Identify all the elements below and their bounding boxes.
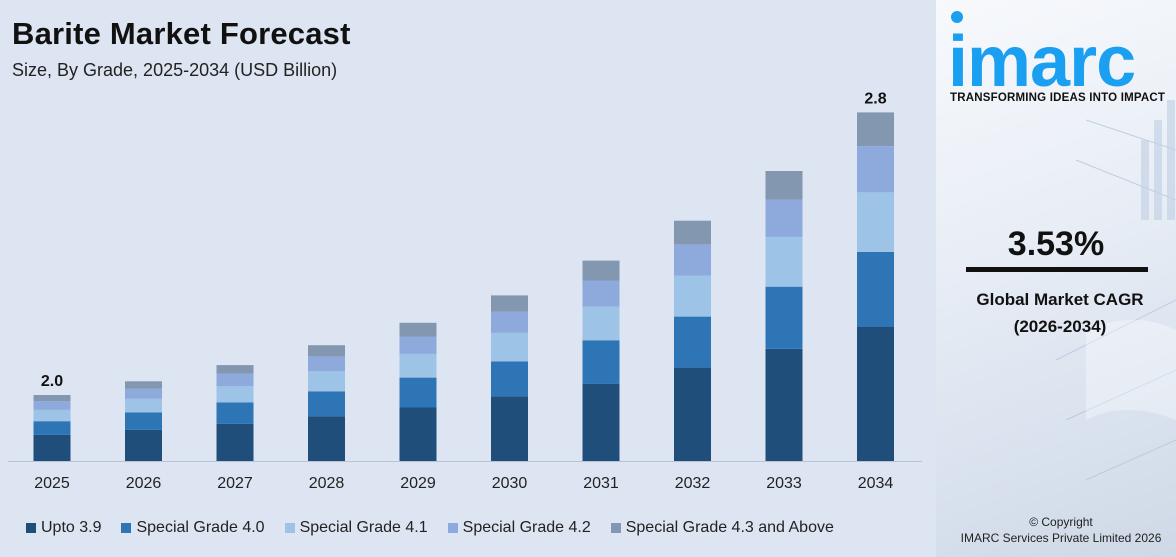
- x-tick-label-2026: 2026: [126, 475, 162, 492]
- bar-2029-series-4: [399, 336, 437, 354]
- bar-2031-series-4: [582, 280, 620, 307]
- cagr-value: 3.53%: [1007, 225, 1105, 263]
- imarc-logo: imarc: [948, 11, 1136, 90]
- legend-swatch-3: [284, 523, 295, 533]
- bar-2033-series-5: [765, 171, 803, 200]
- x-tick-label-2027: 2027: [217, 475, 253, 492]
- chart-subtitle: Size, By Grade, 2025-2034 (USD Billion): [12, 60, 338, 80]
- legend-label-1: Upto 3.9: [41, 519, 102, 536]
- bar-2028-series-2: [308, 391, 345, 417]
- bar-2033-series-3: [765, 236, 803, 287]
- bar-2027-series-2: [216, 402, 254, 424]
- bar-2032-series-5: [674, 220, 711, 245]
- bar-2028-series-3: [308, 371, 345, 392]
- bar-2027-series-1: [216, 423, 254, 461]
- legend-label-3: Special Grade 4.1: [299, 519, 428, 536]
- x-tick-label-2033: 2033: [766, 475, 802, 492]
- bar-2031-series-5: [582, 260, 620, 281]
- bar-2025-series-1: [33, 434, 71, 461]
- legend-swatch-2: [121, 523, 132, 533]
- x-tick-label-2030: 2030: [492, 475, 528, 492]
- bar-2030-series-4: [491, 311, 528, 333]
- copyright-notice: © Copyright IMARC Services Private Limit…: [936, 514, 1176, 546]
- bar-2032-series-4: [674, 244, 711, 276]
- chart-panel: Barite Market Forecast Size, By Grade, 2…: [8, 16, 922, 537]
- legend-item-5: Special Grade 4.3 and Above: [610, 519, 834, 537]
- bar-2026-series-5: [125, 381, 162, 389]
- bar-2034-series-2: [857, 251, 894, 327]
- x-tick-label-2032: 2032: [675, 475, 711, 492]
- bar-2033-series-1: [765, 349, 803, 461]
- bar-2030-series-1: [491, 396, 528, 461]
- copyright-line1: © Copyright: [1029, 515, 1093, 529]
- bar-2027-series-3: [216, 386, 254, 403]
- bar-2034-series-3: [857, 192, 894, 252]
- logo-text: imarc: [948, 22, 1135, 90]
- bar-2028-series-5: [308, 345, 345, 357]
- bar-2031-series-3: [582, 306, 620, 341]
- bar-2026-series-2: [125, 412, 162, 430]
- legend-item-3: Special Grade 4.1: [284, 519, 428, 537]
- legend-label-4: Special Grade 4.2: [462, 519, 591, 536]
- bar-2032-series-1: [674, 367, 711, 461]
- bar-2029-series-5: [399, 322, 437, 337]
- x-tick-label-2034: 2034: [858, 475, 894, 492]
- x-tick-label-2025: 2025: [34, 475, 70, 492]
- chart-title: Barite Market Forecast: [12, 16, 351, 51]
- cagr-label-line2: (2026-2034): [1013, 317, 1107, 336]
- cagr-label-line1: Global Market CAGR: [976, 290, 1144, 309]
- bar-2030-series-5: [491, 295, 528, 312]
- brand-tagline: TRANSFORMING IDEAS INTO IMPACT: [950, 92, 1166, 104]
- bar-2028-series-1: [308, 416, 345, 461]
- bar-2026-series-3: [125, 398, 162, 413]
- bar-2026-series-4: [125, 388, 162, 399]
- legend-label-2: Special Grade 4.0: [136, 519, 265, 536]
- stacked-bar-chart: 2025 2026 2027 2028 2029 2030 2031 2032 2033 2034…: [8, 90, 922, 492]
- bar-2034-series-5: [857, 112, 894, 146]
- legend-swatch-4: [447, 523, 458, 533]
- bar-2034-series-1: [857, 326, 894, 461]
- cagr-label: Global Market CAGR (2026-2034): [936, 286, 1176, 340]
- bar-2031-series-1: [582, 383, 620, 461]
- data-label-2034: 2.8: [864, 90, 886, 107]
- bar-2033-series-2: [765, 286, 803, 349]
- bar-2027-series-5: [216, 365, 254, 374]
- legend-swatch-1: [26, 523, 36, 533]
- legend-item-2: Special Grade 4.0: [121, 519, 265, 537]
- bar-2026-series-1: [125, 429, 162, 461]
- background-decoration: [1055, 100, 1176, 481]
- cagr-divider: [966, 267, 1148, 272]
- legend-swatch-5: [610, 523, 621, 533]
- bar-2030-series-3: [491, 332, 528, 362]
- bar-2029-series-3: [399, 353, 437, 378]
- legend-item-4: Special Grade 4.2: [447, 519, 591, 537]
- brand-panel: imarc TRANSFORMING IDEAS INTO IMPACT 3.5…: [936, 0, 1176, 557]
- data-label-2025: 2.0: [41, 373, 63, 390]
- bar-2025-series-2: [33, 421, 71, 435]
- legend-label-5: Special Grade 4.3 and Above: [625, 519, 834, 536]
- bar-2027-series-4: [216, 373, 254, 387]
- x-tick-label-2031: 2031: [583, 475, 619, 492]
- bar-2032-series-2: [674, 316, 711, 368]
- bar-2029-series-1: [399, 407, 437, 461]
- bar-2031-series-2: [582, 340, 620, 384]
- legend-item-1: Upto 3.9: [26, 519, 101, 537]
- bar-2028-series-4: [308, 356, 345, 372]
- x-tick-label-2028: 2028: [309, 475, 345, 492]
- bar-2033-series-4: [765, 199, 803, 237]
- x-tick-label-2029: 2029: [400, 475, 436, 492]
- bar-2025-series-3: [33, 410, 71, 422]
- bar-2025-series-5: [33, 395, 71, 402]
- chart-legend: Upto 3.9 Special Grade 4.0 Special Grade 4…: [26, 519, 854, 537]
- bar-2032-series-3: [674, 275, 711, 317]
- bar-2025-series-4: [33, 401, 71, 410]
- copyright-line2: IMARC Services Private Limited 2026: [960, 531, 1162, 545]
- bar-2030-series-2: [491, 361, 528, 397]
- bar-2034-series-4: [857, 146, 894, 193]
- bar-2029-series-2: [399, 377, 437, 408]
